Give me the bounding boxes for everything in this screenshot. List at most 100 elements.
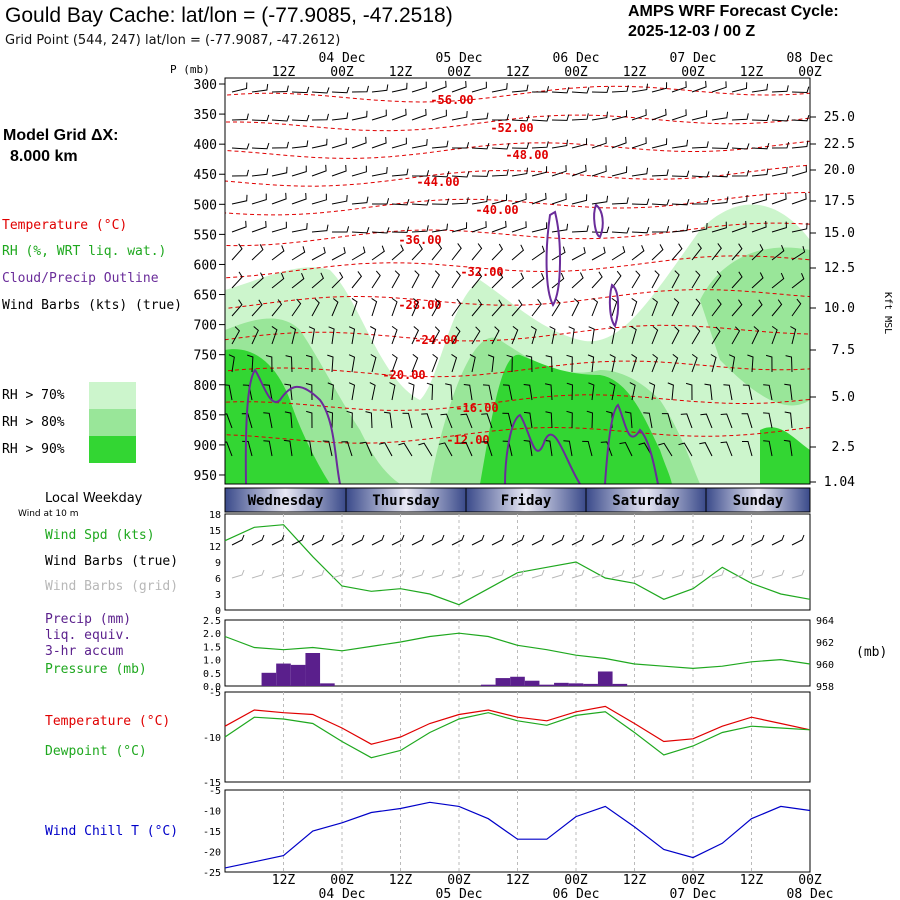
wind-barb [431, 298, 441, 317]
wind-barb [751, 220, 767, 233]
cloud-outline [608, 283, 620, 329]
pressure-tick-label: 700 [194, 319, 217, 334]
wind-barb [481, 441, 493, 457]
wind-barb [445, 383, 453, 401]
wind-barb [306, 410, 313, 429]
wind-barb [609, 382, 616, 401]
wind-barb [263, 412, 273, 429]
wind-barb [351, 85, 369, 93]
wind-y-tick: 9 [215, 558, 221, 569]
wind-barb [471, 112, 489, 121]
wind-barb [731, 194, 748, 205]
wind-barb [691, 243, 702, 261]
height-tick-label: 2.5 [832, 440, 855, 455]
wind-barb-true [611, 534, 625, 546]
wind-barb-grid [771, 569, 785, 579]
wind-barb [431, 270, 441, 289]
isotherm-label: -28.00 [398, 298, 441, 312]
wind-barb [285, 355, 293, 373]
windchill-y-tick: -5 [209, 786, 221, 797]
precip-bar [583, 683, 598, 686]
wind-barb [311, 113, 329, 121]
wind-barb-true [451, 534, 465, 546]
wind-y-tick: 12 [209, 542, 221, 553]
bottom-time-tick: 12Z [389, 873, 413, 888]
wind-barb-true [271, 534, 285, 546]
wind-barb [511, 115, 530, 122]
grid-point-label: Grid Point (544, 247) lat/lon = (-77.908… [5, 33, 341, 48]
isotherm-line [225, 114, 810, 132]
isotherm-line [225, 191, 810, 216]
wind-barb [571, 138, 588, 149]
wind-barb [351, 165, 367, 177]
wind-barb [251, 193, 267, 205]
isotherm-label: -16.00 [455, 401, 498, 415]
wind-barb [231, 271, 243, 289]
wind-barb [271, 141, 289, 149]
wind-barb [491, 243, 504, 261]
weekday-cell [585, 487, 707, 513]
wind-barb [311, 193, 327, 205]
wind-barb [791, 165, 807, 177]
wind-barb [411, 298, 419, 317]
wind-barb [251, 299, 263, 317]
wind-barb [531, 192, 547, 205]
wind-barb [731, 82, 748, 93]
wind-barb [391, 270, 401, 289]
wind-barb-true [691, 534, 705, 546]
wind-barb [631, 198, 650, 206]
wind-barb [671, 139, 689, 149]
wind-barb [571, 246, 586, 261]
wind-barb [531, 273, 545, 289]
precip-y-tick: 1.0 [203, 656, 221, 667]
wind-barb [671, 170, 690, 178]
precip-y-tick: 1.5 [203, 642, 221, 653]
top-time-tick: 12Z [389, 65, 413, 80]
bottom-time-tick: 00Z [798, 873, 822, 888]
precip-y-tick: 0.0 [203, 682, 221, 693]
wind-barb [631, 353, 638, 373]
wind-barb-grid [731, 569, 745, 579]
wind-barb [383, 411, 393, 429]
wind-barb [225, 413, 233, 429]
bottom-date-label: 05 Dec [436, 887, 483, 900]
cloud-outline [545, 210, 561, 308]
wind-barb [531, 299, 542, 317]
top-time-tick: 12Z [623, 65, 647, 80]
windchill-label: Wind Chill T (°C) [45, 824, 179, 839]
dewpoint-line [224, 711, 811, 759]
wind-barb [411, 270, 420, 289]
isotherm-label: -24.00 [414, 333, 457, 347]
wind-barb [763, 384, 773, 401]
wind-barb [741, 413, 753, 429]
pressure-tick-label: 950 [194, 469, 217, 484]
top-time-tick: 00Z [681, 65, 705, 80]
weekday-cell [705, 487, 811, 513]
temp-y-tick: -15 [203, 778, 221, 789]
wind-barb [631, 109, 647, 121]
bottom-time-tick: 12Z [740, 873, 764, 888]
wind-barb [551, 223, 569, 233]
wind-barb [691, 353, 698, 373]
windchill-y-tick: -15 [203, 827, 221, 838]
wind-barb [359, 441, 373, 457]
wind-barb [471, 143, 490, 150]
wind-barb [370, 354, 377, 373]
wind-barb-grid [271, 569, 285, 579]
wind-barb [523, 411, 533, 429]
wind-barb [511, 299, 523, 317]
wind-barb [742, 441, 753, 457]
pressure-tick-label: 800 [194, 379, 217, 394]
top-time-tick: 00Z [330, 65, 354, 80]
wind-barb [691, 141, 709, 149]
wind-barb [271, 85, 289, 93]
wind-barb-true [311, 534, 325, 546]
wind-barb [311, 164, 327, 177]
wind-barb-true [771, 534, 785, 546]
wind-barb [371, 109, 387, 121]
wind-barb [469, 354, 476, 373]
weekday-label: Friday [501, 493, 552, 509]
wind-barb [511, 84, 529, 93]
wind-barb [658, 442, 673, 457]
wind-barb [351, 136, 367, 149]
